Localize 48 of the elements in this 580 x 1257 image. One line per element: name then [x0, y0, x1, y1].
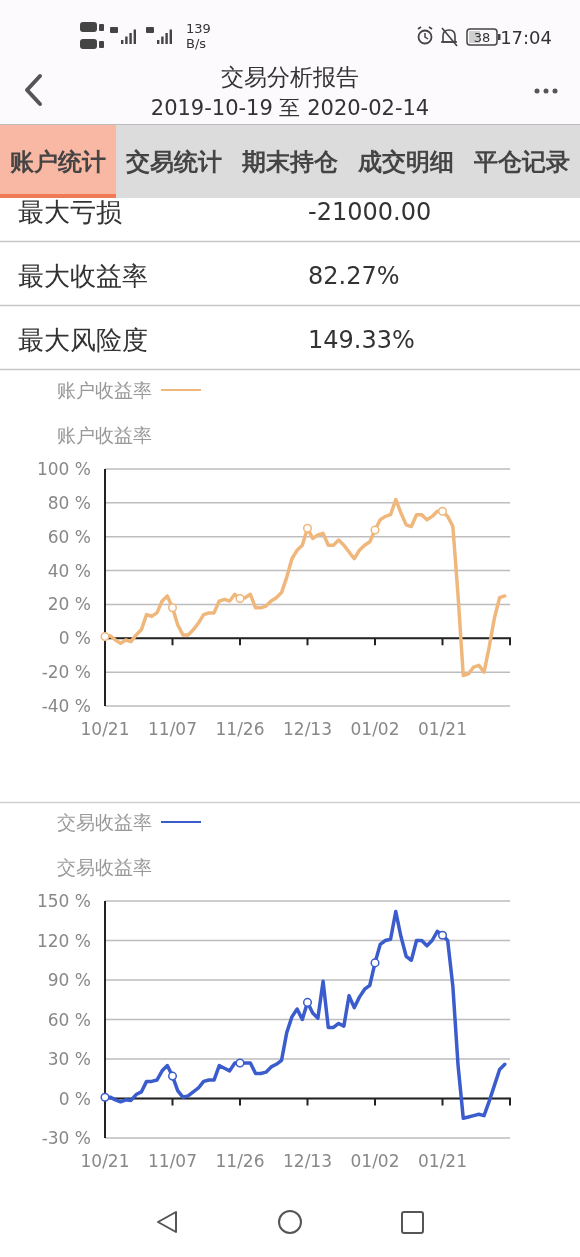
- y-tick-label: 20 %: [47, 594, 91, 615]
- text: 139: [186, 20, 211, 36]
- y-tick-label: 90 %: [47, 970, 91, 990]
- y-tick-label: 30 %: [47, 1049, 91, 1069]
- x-tick-label: 10/21: [80, 719, 130, 739]
- legend-label: 交易收益率: [57, 811, 152, 833]
- x-tick-label: 11/07: [148, 719, 197, 739]
- y-tick-label: 60 %: [47, 526, 91, 547]
- text: 17:04: [500, 26, 552, 48]
- x-tick-label: 01/02: [350, 719, 400, 739]
- x-tick-label: 01/21: [418, 1151, 467, 1171]
- text: 交易分析报告: [221, 64, 359, 90]
- y-axis-title: 交易收益率: [57, 856, 152, 878]
- x-tick-label: 01/21: [418, 719, 467, 739]
- text: 期末持仓: [241, 148, 339, 176]
- text: 最大风险度: [18, 325, 148, 355]
- x-tick-label: 11/07: [148, 1151, 197, 1171]
- text: 账户统计: [9, 148, 106, 176]
- text: 成交明细: [357, 148, 454, 176]
- x-tick-label: 11/26: [215, 719, 265, 739]
- y-tick-label: 120 %: [36, 930, 91, 951]
- text: -21000.00: [308, 198, 432, 226]
- text: 149.33%: [308, 326, 415, 354]
- y-tick-label: 60 %: [47, 1009, 91, 1030]
- y-tick-label: 40 %: [47, 560, 91, 581]
- text: 平仓记录: [473, 148, 570, 176]
- x-tick-label: 12/13: [283, 719, 332, 739]
- x-tick-label: 11/26: [215, 1151, 265, 1171]
- legend-label: 账户收益率: [57, 379, 152, 401]
- y-tick-label: -30 %: [41, 1128, 91, 1148]
- text: 最大收益率: [18, 261, 148, 291]
- text: 最大亏损: [18, 197, 122, 227]
- y-tick-label: -40 %: [41, 696, 91, 716]
- x-tick-label: 10/21: [80, 1151, 130, 1171]
- y-tick-label: 80 %: [47, 492, 91, 513]
- y-tick-label: 150 %: [36, 891, 91, 911]
- text: 38: [473, 29, 491, 45]
- text: 2019-10-19 至 2020-02-14: [150, 96, 430, 120]
- y-tick-label: 0 %: [58, 628, 91, 649]
- text: 交易统计: [125, 148, 222, 176]
- y-tick-label: -20 %: [41, 662, 91, 683]
- x-tick-label: 01/02: [350, 1151, 400, 1171]
- text: B/s: [186, 35, 207, 51]
- x-tick-label: 12/13: [283, 1151, 332, 1171]
- y-tick-label: 100 %: [36, 459, 91, 479]
- text: 82.27%: [308, 262, 400, 290]
- y-tick-label: 0 %: [58, 1088, 91, 1109]
- y-axis-title: 账户收益率: [57, 424, 152, 446]
